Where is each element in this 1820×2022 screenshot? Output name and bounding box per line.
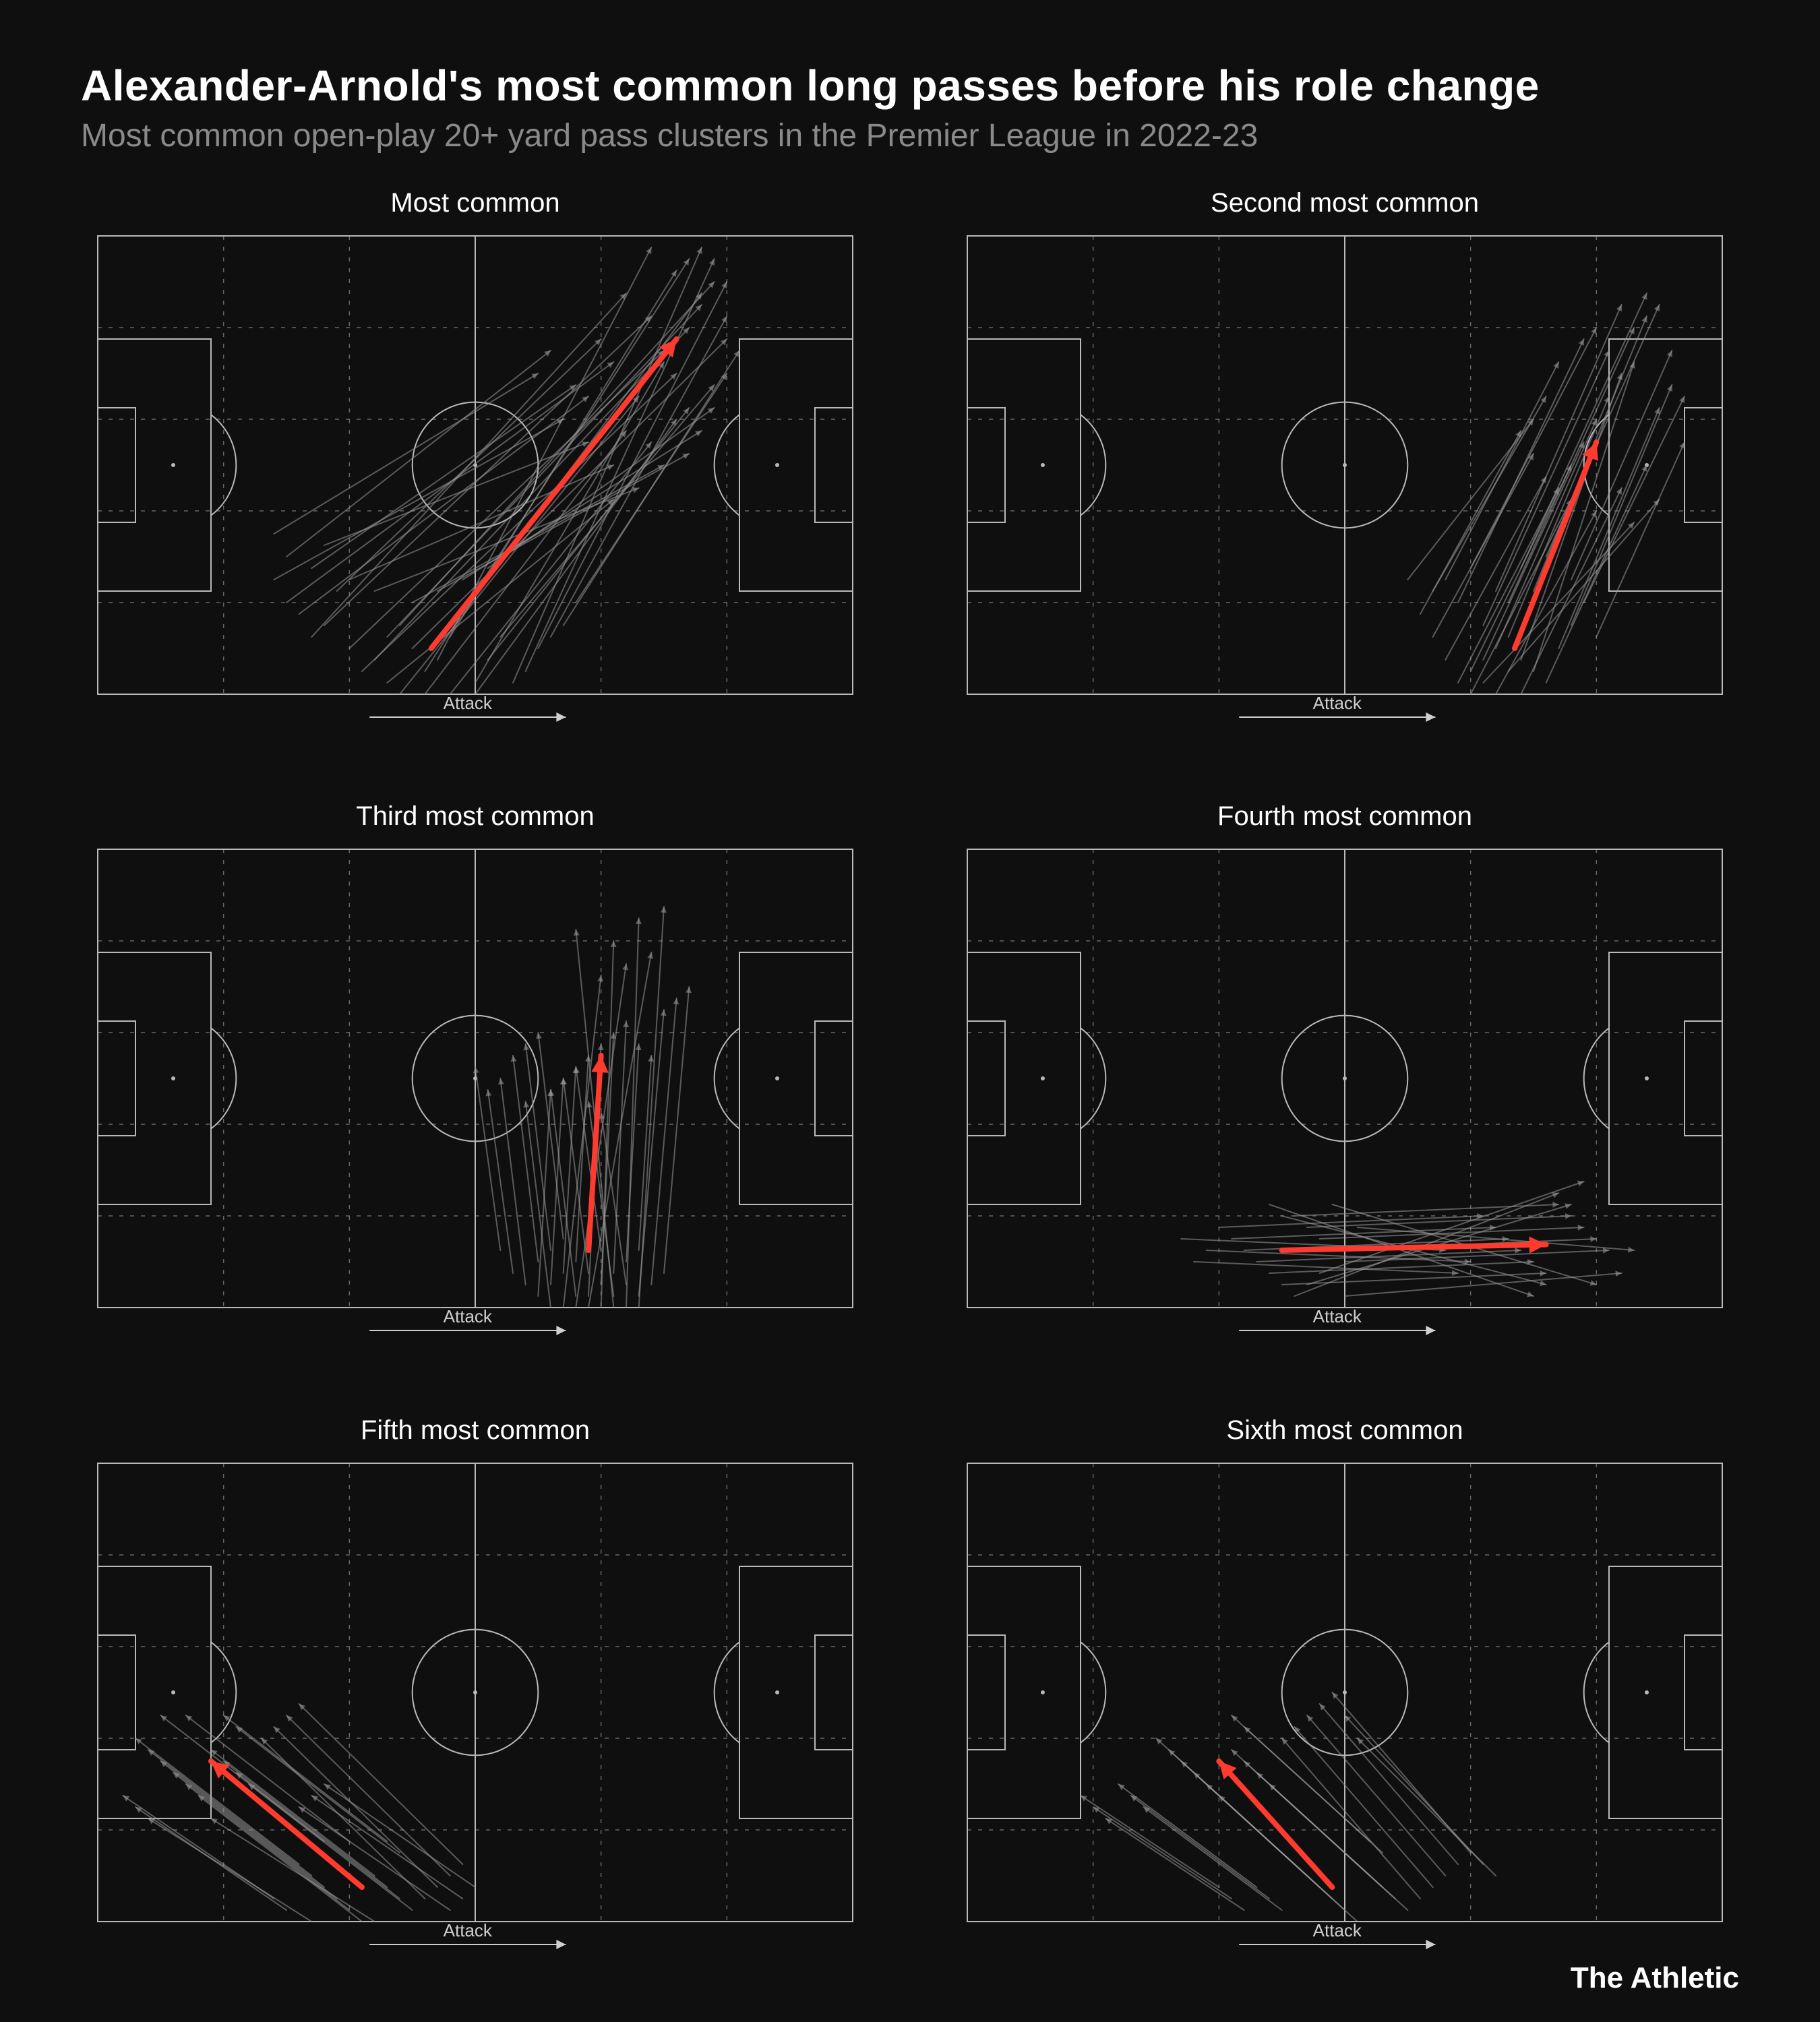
attack-label: Attack	[444, 1920, 493, 1940]
panel-1: Second most common Attack	[950, 181, 1739, 754]
pitch-wrap: Attack	[950, 232, 1739, 754]
panel-title: Sixth most common	[1226, 1415, 1463, 1446]
attribution-label: The Athletic	[1571, 1961, 1739, 1995]
panels-grid: Most common Attack Second most common Attac…	[81, 181, 1739, 1982]
panel-title: Fourth most common	[1217, 801, 1472, 832]
panel-3: Fourth most common Attack	[950, 795, 1739, 1368]
pitch-wrap: Attack	[81, 232, 870, 754]
attack-label: Attack	[1313, 1306, 1362, 1326]
attack-direction: Attack	[1239, 1920, 1435, 1949]
attack-label: Attack	[444, 693, 493, 713]
attack-label: Attack	[1313, 693, 1362, 713]
page-title: Alexander-Arnold's most common long pass…	[81, 61, 1739, 111]
panel-title: Most common	[390, 188, 559, 218]
pitch-wrap: Attack	[950, 845, 1739, 1368]
panel-title: Third most common	[356, 801, 594, 832]
attack-label: Attack	[1313, 1920, 1362, 1940]
panel-5: Sixth most common Attack	[950, 1409, 1739, 1982]
attack-direction: Attack	[369, 693, 566, 722]
attack-direction: Attack	[369, 1920, 566, 1949]
attack-direction: Attack	[1239, 693, 1435, 722]
attack-label: Attack	[444, 1306, 493, 1326]
pitch-wrap: Attack	[81, 1459, 870, 1982]
panel-title: Second most common	[1211, 188, 1479, 218]
page-root: Alexander-Arnold's most common long pass…	[0, 0, 1820, 2022]
pitch-wrap: Attack	[81, 845, 870, 1368]
page-subtitle: Most common open-play 20+ yard pass clus…	[81, 117, 1739, 154]
panel-2: Third most common Attack	[81, 795, 870, 1368]
attack-direction: Attack	[1239, 1306, 1435, 1335]
attack-direction: Attack	[369, 1306, 566, 1335]
pitch-wrap: Attack	[950, 1459, 1739, 1982]
panel-0: Most common Attack	[81, 181, 870, 754]
panel-4: Fifth most common Attack	[81, 1409, 870, 1982]
panel-title: Fifth most common	[361, 1415, 590, 1446]
